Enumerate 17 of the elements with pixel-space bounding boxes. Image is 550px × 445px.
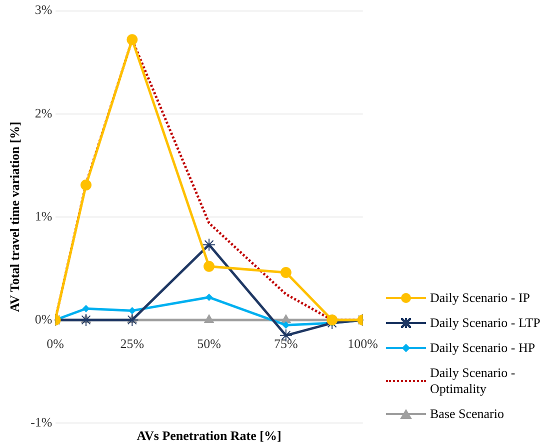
y-tick-label: 2% bbox=[34, 105, 52, 120]
x-tick-label: 50% bbox=[197, 336, 222, 352]
x-tick-label: 100% bbox=[348, 336, 378, 352]
y-tick-label: 0% bbox=[34, 311, 52, 326]
y-tick-label: 3% bbox=[34, 2, 52, 18]
y-tick-label: 1% bbox=[34, 208, 52, 224]
y-tick-label: -1% bbox=[30, 414, 52, 430]
legend-label: Daily Scenario - LTP bbox=[430, 315, 540, 331]
x-tick-label: 0% bbox=[46, 336, 64, 352]
legend-label: Daily Scenario - HP bbox=[430, 340, 536, 356]
y-axis-title: AV Total travel time variation [%] bbox=[7, 122, 22, 312]
legend-label: Base Scenario bbox=[430, 406, 504, 422]
legend-label: Daily Scenario - Optimality bbox=[430, 365, 516, 397]
x-tick-label: 25% bbox=[120, 336, 144, 352]
legend-label: Daily Scenario - IP bbox=[430, 290, 530, 306]
x-axis-title: AVs Penetration Rate [%] bbox=[136, 428, 282, 443]
x-tick-label: 75% bbox=[274, 336, 298, 352]
